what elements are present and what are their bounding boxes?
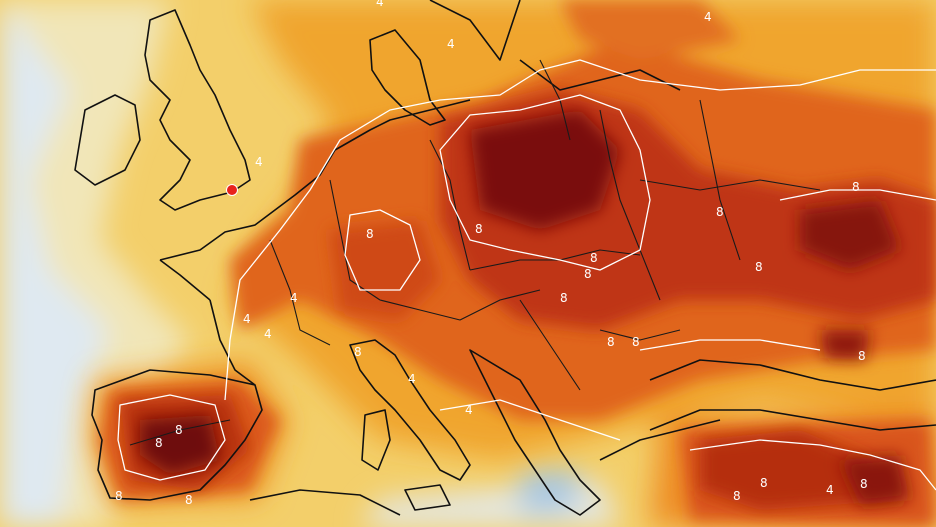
contour-label: 8 [155, 436, 163, 450]
contour-label: 8 [560, 291, 568, 305]
contour-label: 8 [860, 477, 868, 491]
contour-label: 8 [366, 227, 374, 241]
contour-label: 4 [243, 312, 251, 326]
contour-label: 8 [632, 335, 640, 349]
contour-label: 4 [704, 10, 712, 24]
contour-labels: 4 4 4 4 4 4 4 4 8 8 8 8 8 8 8 8 8 8 8 8 … [115, 0, 868, 507]
contour-label: 4 [264, 327, 272, 341]
contour-label: 4 [447, 37, 455, 51]
anomaly-contours [117, 59, 936, 491]
contour-label: 8 [755, 260, 763, 274]
contour-label: 8 [858, 349, 866, 363]
contour-label: 8 [852, 180, 860, 194]
location-marker[interactable] [226, 184, 238, 196]
contour-label: 4 [255, 155, 263, 169]
contour-label: 8 [760, 476, 768, 490]
contour-label: 8 [354, 345, 362, 359]
contour-label: 8 [584, 267, 592, 281]
contour-label: 8 [716, 205, 724, 219]
contour-label: 8 [733, 489, 741, 503]
contour-label: 4 [826, 483, 834, 497]
contour-label: 4 [290, 291, 298, 305]
contour-label: 8 [185, 493, 193, 507]
contour-label: 4 [376, 0, 384, 9]
contour-label: 8 [475, 222, 483, 236]
extreme-area [140, 110, 910, 505]
contour-label: 8 [607, 335, 615, 349]
contour-label: 8 [175, 423, 183, 437]
contour-label: 8 [590, 251, 598, 265]
contour-label: 4 [408, 372, 416, 386]
contour-label: 4 [465, 403, 473, 417]
contour-label: 8 [115, 489, 123, 503]
